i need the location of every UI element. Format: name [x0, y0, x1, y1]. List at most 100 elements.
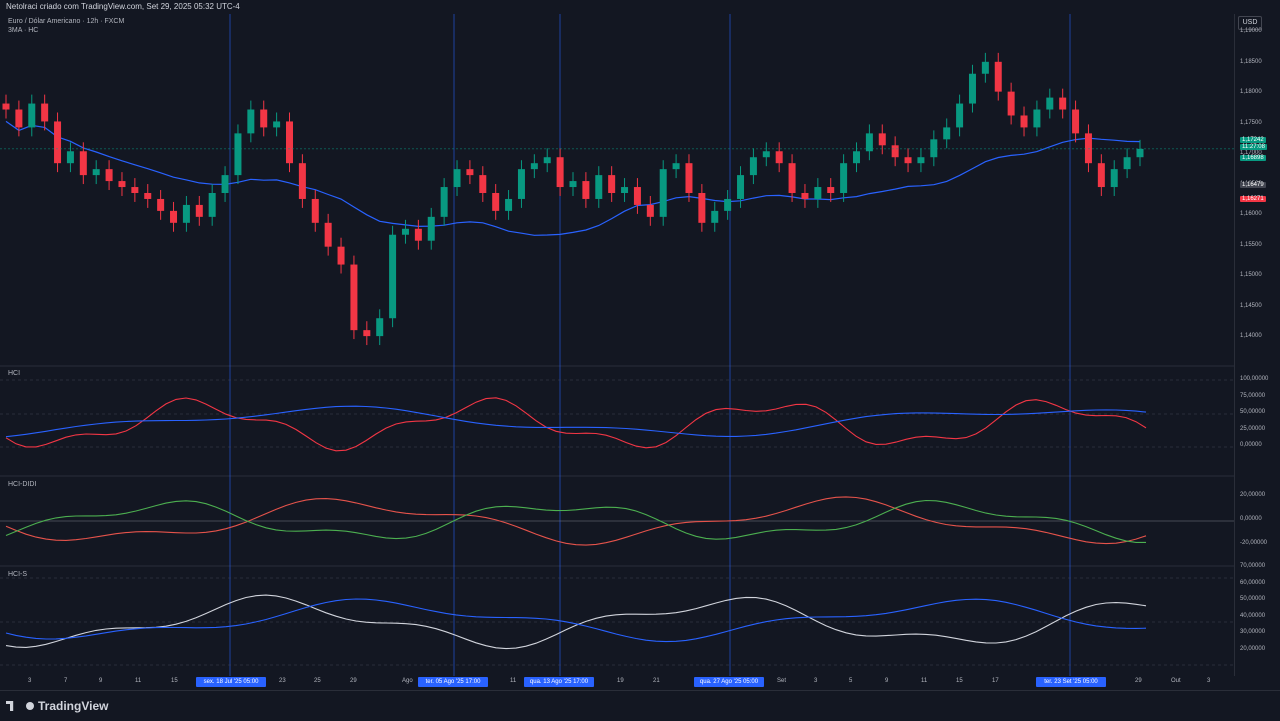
candle-body — [247, 109, 255, 134]
hcis-blue-line — [5, 598, 1147, 643]
candle-body — [749, 157, 757, 176]
candle-body — [234, 133, 242, 176]
didi-tick: -20,00000 — [1240, 540, 1268, 546]
crosshair-date-label: ter. 05 Ago '25 17:00 — [418, 677, 488, 687]
candle-body — [195, 204, 203, 217]
candle-body — [840, 163, 848, 193]
candle-body — [54, 121, 62, 164]
time-label: 21 — [653, 678, 660, 684]
candle-body — [453, 169, 461, 188]
price-tick: 1,18500 — [1240, 58, 1262, 65]
time-label: 11 — [135, 678, 142, 684]
candle-body — [1059, 97, 1067, 110]
hcis-white-line — [5, 594, 1147, 650]
price-tag: 1,16898 — [1240, 155, 1266, 161]
hci-s-pane-label[interactable]: HCI-S — [8, 571, 28, 578]
footer: TradingView — [0, 690, 1280, 721]
candle-body — [311, 198, 319, 223]
didi-red-line — [5, 496, 1147, 546]
chart-area[interactable] — [0, 14, 1234, 676]
candle-body — [66, 151, 74, 164]
candle-body — [556, 157, 564, 188]
didi-green-line — [5, 499, 1146, 543]
time-label: 9 — [885, 678, 889, 684]
candle-body — [1046, 97, 1054, 110]
candle-body — [505, 198, 513, 211]
price-tag: 1,16271 — [1240, 196, 1266, 202]
candle-body — [157, 198, 165, 211]
tv-logo-dot-icon — [26, 702, 34, 710]
candle-body — [633, 187, 641, 205]
candle-body — [182, 204, 190, 223]
candle-body — [363, 330, 371, 337]
candle-body — [1033, 109, 1041, 128]
hci-tick: 100,00000 — [1240, 376, 1269, 382]
time-label: 3 — [814, 678, 818, 684]
candle-body — [92, 169, 100, 176]
time-label: 17 — [992, 678, 999, 684]
candle-body — [105, 169, 113, 182]
candle-body — [943, 127, 951, 140]
moving-average-line — [5, 120, 1141, 236]
price-tag: 1,17242 — [1240, 137, 1266, 143]
candle-body — [479, 175, 487, 193]
price-tick: 1,14000 — [1240, 333, 1262, 339]
time-label: 15 — [171, 678, 178, 684]
time-label: 25 — [314, 678, 321, 684]
currency-button[interactable]: USD — [1238, 16, 1262, 30]
candle-body — [917, 157, 925, 164]
symbol-legend[interactable]: Euro / Dólar Americano · 12h · FXCM — [8, 18, 125, 25]
hci-pane-label[interactable]: HCI — [8, 370, 21, 377]
candle-body — [724, 198, 732, 211]
candle-body — [930, 139, 938, 158]
candle-body — [762, 151, 770, 158]
candle-body — [170, 210, 178, 223]
price-tick: 1,17500 — [1240, 119, 1262, 126]
candle-body — [286, 121, 293, 164]
candle-body — [788, 163, 796, 193]
chart-svg[interactable] — [0, 14, 1234, 676]
candle-body — [118, 181, 126, 188]
candle-body — [698, 193, 706, 223]
candle-body — [994, 61, 1002, 92]
tv-logo-icon — [6, 701, 14, 711]
hci-didi-pane-label[interactable]: HCI-DIDI — [8, 481, 37, 488]
candle-body — [582, 181, 590, 199]
candle-body — [492, 193, 500, 211]
candle-body — [337, 246, 345, 265]
hci-blue-line — [5, 405, 1147, 438]
candle-body — [273, 121, 281, 128]
price-tick: 1,18000 — [1240, 89, 1262, 95]
candle-body — [672, 163, 680, 170]
candle-body — [1136, 148, 1144, 158]
tradingview-logo[interactable]: TradingView — [6, 699, 108, 713]
candle-body — [891, 145, 899, 158]
header-title: Netolraci criado com TradingView.com, Se… — [6, 2, 240, 11]
candle-body — [595, 175, 603, 199]
candle-body — [853, 151, 860, 164]
candle-body — [466, 169, 474, 176]
candle-body — [1123, 157, 1131, 170]
candle-body — [608, 175, 616, 193]
price-tick: 1,15500 — [1240, 241, 1262, 248]
indicator-legend[interactable]: 3MA · HC — [8, 27, 39, 34]
price-axis[interactable] — [1234, 14, 1280, 676]
candle-body — [814, 187, 822, 199]
price-tick: 1,16000 — [1240, 211, 1262, 217]
candle-body — [350, 264, 358, 331]
candle-body — [440, 187, 448, 217]
candle-body — [1020, 115, 1028, 128]
candle-body — [775, 151, 783, 164]
hcis-tick: 20,00000 — [1240, 645, 1266, 652]
time-label: 11 — [510, 678, 517, 684]
candle-body — [144, 193, 152, 199]
candle-body — [737, 175, 745, 199]
candle-body — [517, 169, 525, 199]
candle-body — [221, 175, 229, 193]
time-label: 9 — [99, 678, 103, 684]
candle-body — [260, 109, 268, 128]
didi-tick: 0,00000 — [1240, 516, 1262, 522]
brand-text: TradingView — [38, 699, 109, 713]
candle-body — [1072, 109, 1080, 134]
time-label: Out — [1171, 678, 1181, 684]
